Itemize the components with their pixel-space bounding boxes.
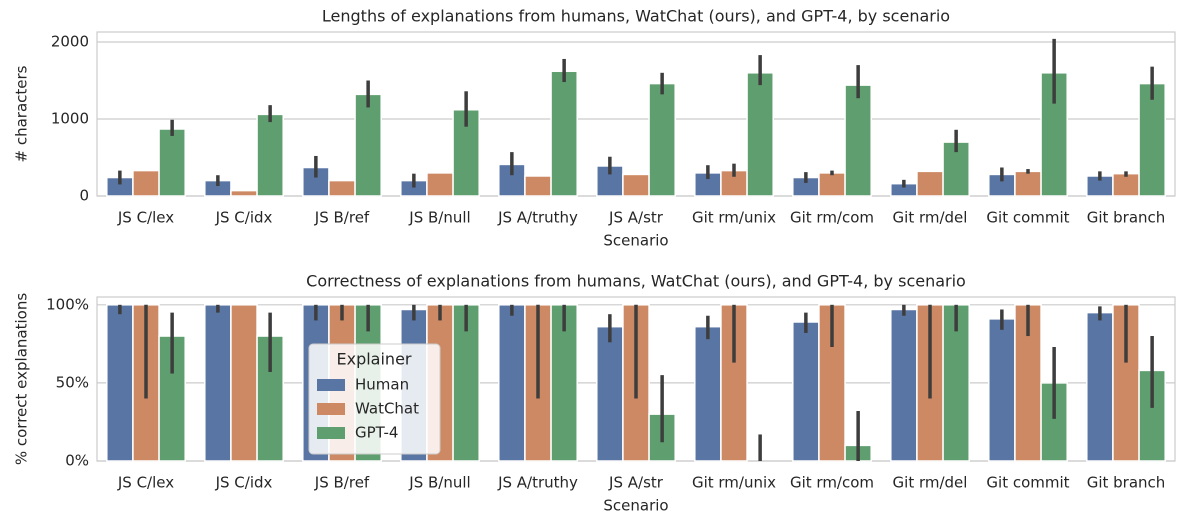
x-tick-label: Git rm/del bbox=[893, 474, 968, 492]
x-tick-label: Git rm/unix bbox=[692, 474, 776, 492]
x-tick-label: JS A/truthy bbox=[497, 209, 578, 227]
x-tick-label: Git rm/com bbox=[790, 474, 874, 492]
y-tick-label: 2000 bbox=[51, 33, 89, 51]
bar bbox=[694, 325, 722, 462]
bar bbox=[746, 72, 774, 197]
bar bbox=[1086, 311, 1114, 462]
bar bbox=[354, 93, 382, 197]
x-tick-label: Git commit bbox=[986, 209, 1069, 227]
x-tick-label: Git rm/unix bbox=[692, 209, 776, 227]
bar bbox=[230, 189, 258, 197]
legend-title: Explainer bbox=[337, 350, 412, 369]
y-tick-label: 0% bbox=[65, 452, 89, 470]
legend-swatch bbox=[317, 379, 345, 391]
bar bbox=[256, 113, 284, 197]
chart-title: Correctness of explanations from humans,… bbox=[306, 272, 966, 291]
bar bbox=[204, 304, 232, 462]
legend-label: GPT-4 bbox=[355, 424, 398, 442]
y-tick-label: 100% bbox=[46, 295, 89, 313]
legend: Explainer Human WatChat GPT-4 bbox=[308, 343, 441, 455]
bar bbox=[792, 321, 820, 462]
bar bbox=[158, 128, 186, 197]
x-tick-label: Git commit bbox=[986, 474, 1069, 492]
x-axis-label: Scenario bbox=[603, 232, 668, 250]
x-tick-label: JS A/truthy bbox=[497, 474, 578, 492]
legend-swatch bbox=[317, 427, 345, 439]
bar bbox=[498, 304, 526, 462]
bar bbox=[648, 82, 676, 197]
bar bbox=[132, 169, 160, 197]
y-axis-label: # characters bbox=[13, 65, 31, 162]
legend-label: WatChat bbox=[355, 400, 419, 418]
x-tick-label: JS C/lex bbox=[117, 209, 174, 227]
x-tick-label: JS A/str bbox=[608, 474, 664, 492]
x-tick-label: JS B/null bbox=[408, 474, 470, 492]
y-tick-label: 0 bbox=[79, 187, 89, 205]
bar bbox=[106, 304, 134, 462]
bar bbox=[596, 325, 624, 462]
bar bbox=[844, 84, 872, 197]
y-tick-label: 50% bbox=[56, 373, 89, 391]
bar bbox=[328, 179, 356, 197]
bar bbox=[988, 318, 1016, 462]
x-tick-label: Git branch bbox=[1087, 209, 1166, 227]
x-tick-label: Git branch bbox=[1087, 474, 1166, 492]
x-tick-label: JS B/null bbox=[408, 209, 470, 227]
bar bbox=[1138, 82, 1166, 197]
x-tick-label: JS C/lex bbox=[117, 474, 174, 492]
x-tick-label: Git rm/del bbox=[893, 209, 968, 227]
bar bbox=[1112, 172, 1140, 197]
bar bbox=[1014, 170, 1042, 197]
bar bbox=[230, 304, 258, 462]
bar bbox=[890, 308, 918, 462]
bar bbox=[452, 304, 480, 462]
y-axis-label: % correct explanations bbox=[13, 293, 31, 465]
bar bbox=[550, 70, 578, 197]
bar bbox=[426, 172, 454, 197]
x-tick-label: JS B/ref bbox=[314, 474, 370, 492]
legend-box bbox=[308, 343, 441, 455]
bar bbox=[916, 170, 944, 197]
bar bbox=[818, 172, 846, 197]
x-tick-label: JS A/str bbox=[608, 209, 664, 227]
y-tick-label: 1000 bbox=[51, 110, 89, 128]
x-tick-label: JS C/idx bbox=[215, 209, 273, 227]
bar bbox=[622, 173, 650, 197]
x-tick-label: JS C/idx bbox=[215, 474, 273, 492]
legend-label: Human bbox=[355, 376, 409, 394]
x-tick-label: JS B/ref bbox=[314, 209, 370, 227]
legend-swatch bbox=[317, 403, 345, 415]
x-axis-label: Scenario bbox=[603, 497, 668, 515]
chart-title: Lengths of explanations from humans, Wat… bbox=[322, 7, 950, 26]
x-tick-label: Git rm/com bbox=[790, 209, 874, 227]
bar bbox=[524, 175, 552, 197]
